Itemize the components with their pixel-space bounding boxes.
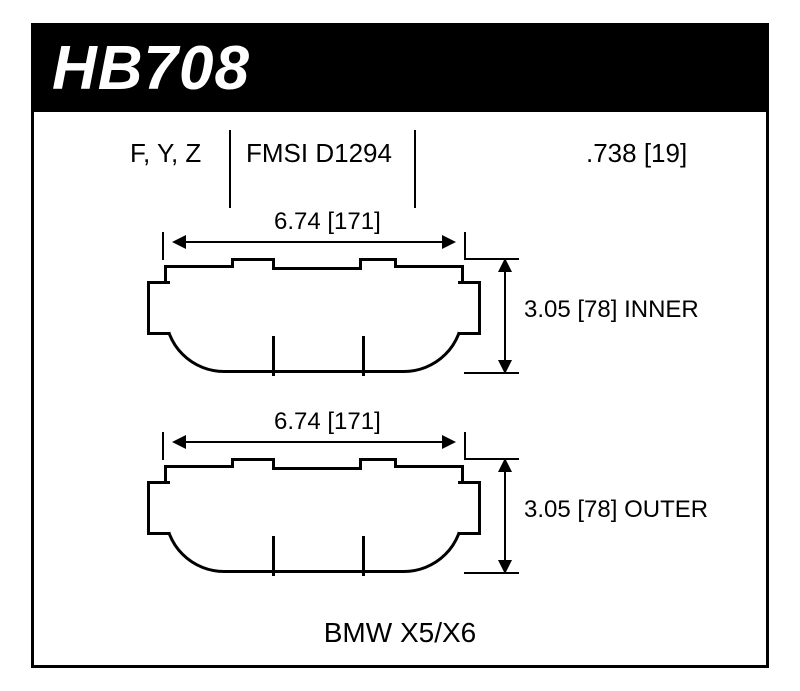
ext-line — [162, 232, 164, 260]
outer-width-dim: 6.74 [171] — [274, 408, 381, 436]
pad-notch — [164, 458, 234, 468]
width-dim-arrow — [174, 441, 454, 443]
inner-pad-outline — [164, 258, 464, 373]
pad-slot — [272, 536, 275, 576]
inner-height-dim: 3.05 [78] INNER — [524, 296, 699, 324]
fmsi-label: FMSI D1294 — [246, 138, 392, 169]
pad-center-notch — [272, 458, 362, 470]
pad-notch — [394, 458, 464, 468]
pad-notch — [394, 258, 464, 268]
ext-line — [464, 232, 466, 260]
ext-line — [464, 432, 466, 460]
pad-notch — [164, 258, 234, 268]
header-divider-1 — [229, 130, 231, 208]
pad-slot — [362, 336, 365, 376]
part-number-title: HB708 — [34, 26, 766, 112]
outer-pad-outline — [164, 458, 464, 573]
outer-pad-label: OUTER — [624, 496, 708, 523]
inner-height-value: 3.05 [78] — [524, 296, 617, 323]
pad-slot — [272, 336, 275, 376]
compounds-label: F, Y, Z — [130, 138, 201, 169]
pad-slot — [362, 536, 365, 576]
height-dim-arrow — [504, 460, 506, 572]
outer-height-value: 3.05 [78] — [524, 496, 617, 523]
width-dim-arrow — [174, 241, 454, 243]
ext-line — [162, 432, 164, 460]
diagram-frame: HB708 F, Y, Z FMSI D1294 .738 [19] 6.74 … — [31, 23, 769, 668]
inner-width-dim: 6.74 [171] — [274, 208, 381, 236]
vehicle-label: BMW X5/X6 — [34, 617, 766, 649]
height-dim-arrow — [504, 260, 506, 372]
header-divider-2 — [414, 130, 416, 208]
inner-pad-label: INNER — [624, 296, 699, 323]
pad-center-notch — [272, 258, 362, 270]
outer-height-dim: 3.05 [78] OUTER — [524, 496, 708, 524]
thickness-label: .738 [19] — [586, 138, 687, 169]
